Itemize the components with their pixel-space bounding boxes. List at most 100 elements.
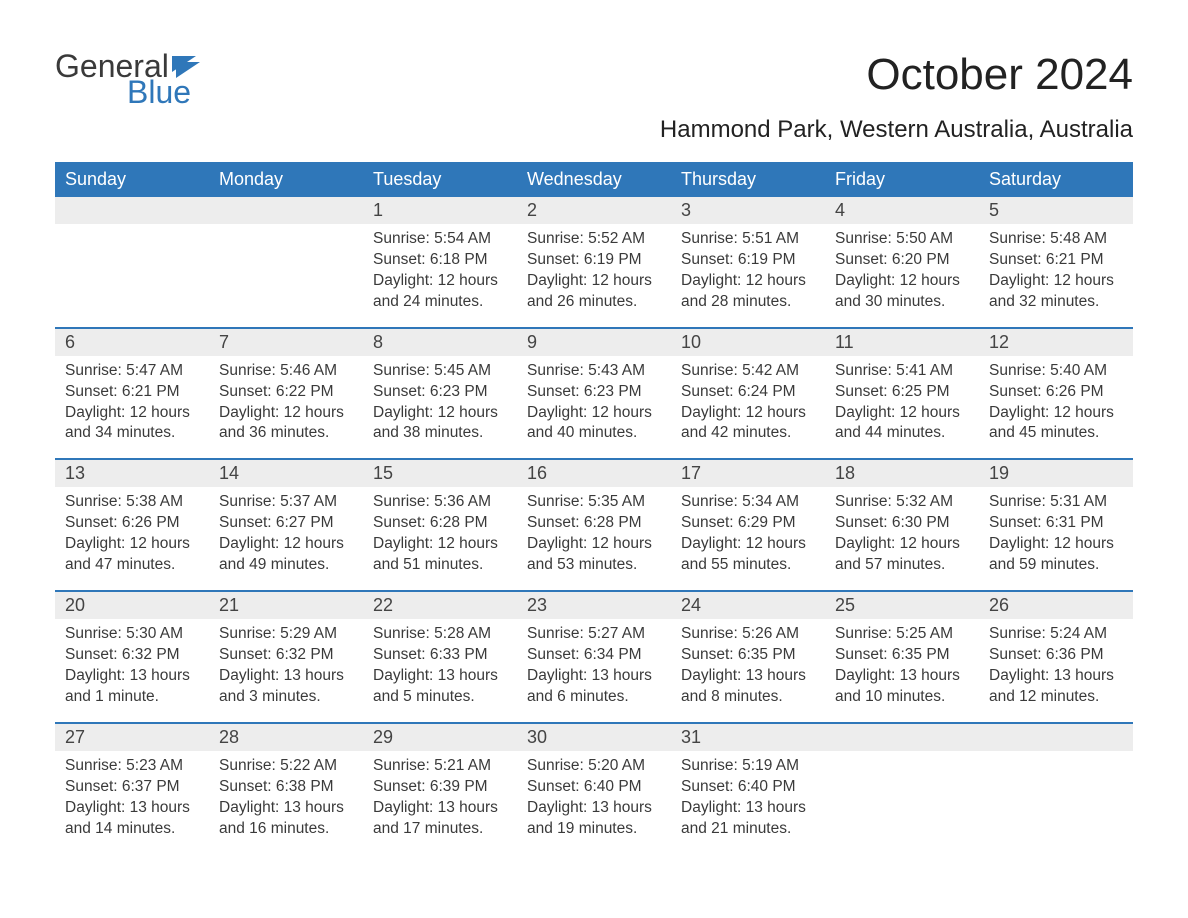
calendar-day-cell: 9Sunrise: 5:43 AMSunset: 6:23 PMDaylight… <box>517 329 671 459</box>
calendar-day-cell: 15Sunrise: 5:36 AMSunset: 6:28 PMDayligh… <box>363 460 517 590</box>
sunset-text: Sunset: 6:26 PM <box>989 382 1123 403</box>
calendar-day-cell: 22Sunrise: 5:28 AMSunset: 6:33 PMDayligh… <box>363 592 517 722</box>
sunrise-text: Sunrise: 5:47 AM <box>65 361 199 382</box>
daylight-text: Daylight: 12 hours and 36 minutes. <box>219 403 353 445</box>
daylight-text: Daylight: 12 hours and 53 minutes. <box>527 534 661 576</box>
calendar-grid: Sunday Monday Tuesday Wednesday Thursday… <box>55 162 1133 853</box>
day-number: 1 <box>363 197 517 224</box>
daylight-text: Daylight: 12 hours and 44 minutes. <box>835 403 969 445</box>
calendar-day-cell: 16Sunrise: 5:35 AMSunset: 6:28 PMDayligh… <box>517 460 671 590</box>
calendar-day-cell: 3Sunrise: 5:51 AMSunset: 6:19 PMDaylight… <box>671 197 825 327</box>
day-number: 30 <box>517 724 671 751</box>
day-header-monday: Monday <box>209 162 363 197</box>
day-body: Sunrise: 5:26 AMSunset: 6:35 PMDaylight:… <box>671 619 825 708</box>
calendar-day-cell: 23Sunrise: 5:27 AMSunset: 6:34 PMDayligh… <box>517 592 671 722</box>
sunset-text: Sunset: 6:35 PM <box>835 645 969 666</box>
calendar-day-cell: 10Sunrise: 5:42 AMSunset: 6:24 PMDayligh… <box>671 329 825 459</box>
day-number: 2 <box>517 197 671 224</box>
calendar-day-cell: 26Sunrise: 5:24 AMSunset: 6:36 PMDayligh… <box>979 592 1133 722</box>
calendar-day-cell: 12Sunrise: 5:40 AMSunset: 6:26 PMDayligh… <box>979 329 1133 459</box>
calendar-day-cell: 4Sunrise: 5:50 AMSunset: 6:20 PMDaylight… <box>825 197 979 327</box>
day-body: Sunrise: 5:28 AMSunset: 6:33 PMDaylight:… <box>363 619 517 708</box>
daylight-text: Daylight: 13 hours and 10 minutes. <box>835 666 969 708</box>
sunrise-text: Sunrise: 5:31 AM <box>989 492 1123 513</box>
sunrise-text: Sunrise: 5:36 AM <box>373 492 507 513</box>
day-body: Sunrise: 5:38 AMSunset: 6:26 PMDaylight:… <box>55 487 209 576</box>
daylight-text: Daylight: 12 hours and 26 minutes. <box>527 271 661 313</box>
day-number: 19 <box>979 460 1133 487</box>
calendar-day-cell: 11Sunrise: 5:41 AMSunset: 6:25 PMDayligh… <box>825 329 979 459</box>
sunrise-text: Sunrise: 5:28 AM <box>373 624 507 645</box>
sunrise-text: Sunrise: 5:32 AM <box>835 492 969 513</box>
day-body: Sunrise: 5:27 AMSunset: 6:34 PMDaylight:… <box>517 619 671 708</box>
sunset-text: Sunset: 6:32 PM <box>219 645 353 666</box>
day-number: 26 <box>979 592 1133 619</box>
calendar-day-cell: 14Sunrise: 5:37 AMSunset: 6:27 PMDayligh… <box>209 460 363 590</box>
daylight-text: Daylight: 13 hours and 8 minutes. <box>681 666 815 708</box>
day-body: Sunrise: 5:34 AMSunset: 6:29 PMDaylight:… <box>671 487 825 576</box>
sunrise-text: Sunrise: 5:29 AM <box>219 624 353 645</box>
location-subtitle: Hammond Park, Western Australia, Austral… <box>55 116 1133 144</box>
calendar-week: 1Sunrise: 5:54 AMSunset: 6:18 PMDaylight… <box>55 197 1133 327</box>
day-number: 27 <box>55 724 209 751</box>
sunset-text: Sunset: 6:33 PM <box>373 645 507 666</box>
sunset-text: Sunset: 6:21 PM <box>989 250 1123 271</box>
day-number: 7 <box>209 329 363 356</box>
sunrise-text: Sunrise: 5:42 AM <box>681 361 815 382</box>
calendar-day-cell: 24Sunrise: 5:26 AMSunset: 6:35 PMDayligh… <box>671 592 825 722</box>
day-body: Sunrise: 5:19 AMSunset: 6:40 PMDaylight:… <box>671 751 825 840</box>
daylight-text: Daylight: 12 hours and 55 minutes. <box>681 534 815 576</box>
sunrise-text: Sunrise: 5:35 AM <box>527 492 661 513</box>
page-title: October 2024 <box>866 50 1133 100</box>
day-number: 9 <box>517 329 671 356</box>
daylight-text: Daylight: 12 hours and 42 minutes. <box>681 403 815 445</box>
day-number: 18 <box>825 460 979 487</box>
day-number: 15 <box>363 460 517 487</box>
daylight-text: Daylight: 13 hours and 21 minutes. <box>681 798 815 840</box>
daylight-text: Daylight: 12 hours and 38 minutes. <box>373 403 507 445</box>
logo: General Blue <box>55 50 206 108</box>
day-number: 10 <box>671 329 825 356</box>
sunrise-text: Sunrise: 5:21 AM <box>373 756 507 777</box>
day-header-saturday: Saturday <box>979 162 1133 197</box>
calendar-day-cell: 19Sunrise: 5:31 AMSunset: 6:31 PMDayligh… <box>979 460 1133 590</box>
day-body: Sunrise: 5:48 AMSunset: 6:21 PMDaylight:… <box>979 224 1133 313</box>
day-number: 12 <box>979 329 1133 356</box>
day-number <box>209 197 363 224</box>
sunrise-text: Sunrise: 5:43 AM <box>527 361 661 382</box>
calendar-week: 13Sunrise: 5:38 AMSunset: 6:26 PMDayligh… <box>55 458 1133 590</box>
day-body: Sunrise: 5:42 AMSunset: 6:24 PMDaylight:… <box>671 356 825 445</box>
sunrise-text: Sunrise: 5:20 AM <box>527 756 661 777</box>
day-body: Sunrise: 5:51 AMSunset: 6:19 PMDaylight:… <box>671 224 825 313</box>
sunrise-text: Sunrise: 5:45 AM <box>373 361 507 382</box>
logo-word-blue: Blue <box>127 76 206 108</box>
daylight-text: Daylight: 12 hours and 32 minutes. <box>989 271 1123 313</box>
sunrise-text: Sunrise: 5:24 AM <box>989 624 1123 645</box>
day-header-friday: Friday <box>825 162 979 197</box>
daylight-text: Daylight: 12 hours and 49 minutes. <box>219 534 353 576</box>
sunset-text: Sunset: 6:37 PM <box>65 777 199 798</box>
sunrise-text: Sunrise: 5:41 AM <box>835 361 969 382</box>
day-body: Sunrise: 5:43 AMSunset: 6:23 PMDaylight:… <box>517 356 671 445</box>
day-body: Sunrise: 5:23 AMSunset: 6:37 PMDaylight:… <box>55 751 209 840</box>
day-body: Sunrise: 5:30 AMSunset: 6:32 PMDaylight:… <box>55 619 209 708</box>
daylight-text: Daylight: 13 hours and 14 minutes. <box>65 798 199 840</box>
sunset-text: Sunset: 6:22 PM <box>219 382 353 403</box>
day-number: 16 <box>517 460 671 487</box>
sunset-text: Sunset: 6:19 PM <box>681 250 815 271</box>
calendar-day-cell: 27Sunrise: 5:23 AMSunset: 6:37 PMDayligh… <box>55 724 209 854</box>
daylight-text: Daylight: 13 hours and 19 minutes. <box>527 798 661 840</box>
sunset-text: Sunset: 6:28 PM <box>373 513 507 534</box>
sunrise-text: Sunrise: 5:40 AM <box>989 361 1123 382</box>
day-body: Sunrise: 5:20 AMSunset: 6:40 PMDaylight:… <box>517 751 671 840</box>
day-body: Sunrise: 5:50 AMSunset: 6:20 PMDaylight:… <box>825 224 979 313</box>
day-header-thursday: Thursday <box>671 162 825 197</box>
sunset-text: Sunset: 6:29 PM <box>681 513 815 534</box>
day-body: Sunrise: 5:41 AMSunset: 6:25 PMDaylight:… <box>825 356 979 445</box>
sunrise-text: Sunrise: 5:48 AM <box>989 229 1123 250</box>
calendar-day-cell: 2Sunrise: 5:52 AMSunset: 6:19 PMDaylight… <box>517 197 671 327</box>
day-header-wednesday: Wednesday <box>517 162 671 197</box>
sunset-text: Sunset: 6:38 PM <box>219 777 353 798</box>
sunset-text: Sunset: 6:21 PM <box>65 382 199 403</box>
sunrise-text: Sunrise: 5:25 AM <box>835 624 969 645</box>
